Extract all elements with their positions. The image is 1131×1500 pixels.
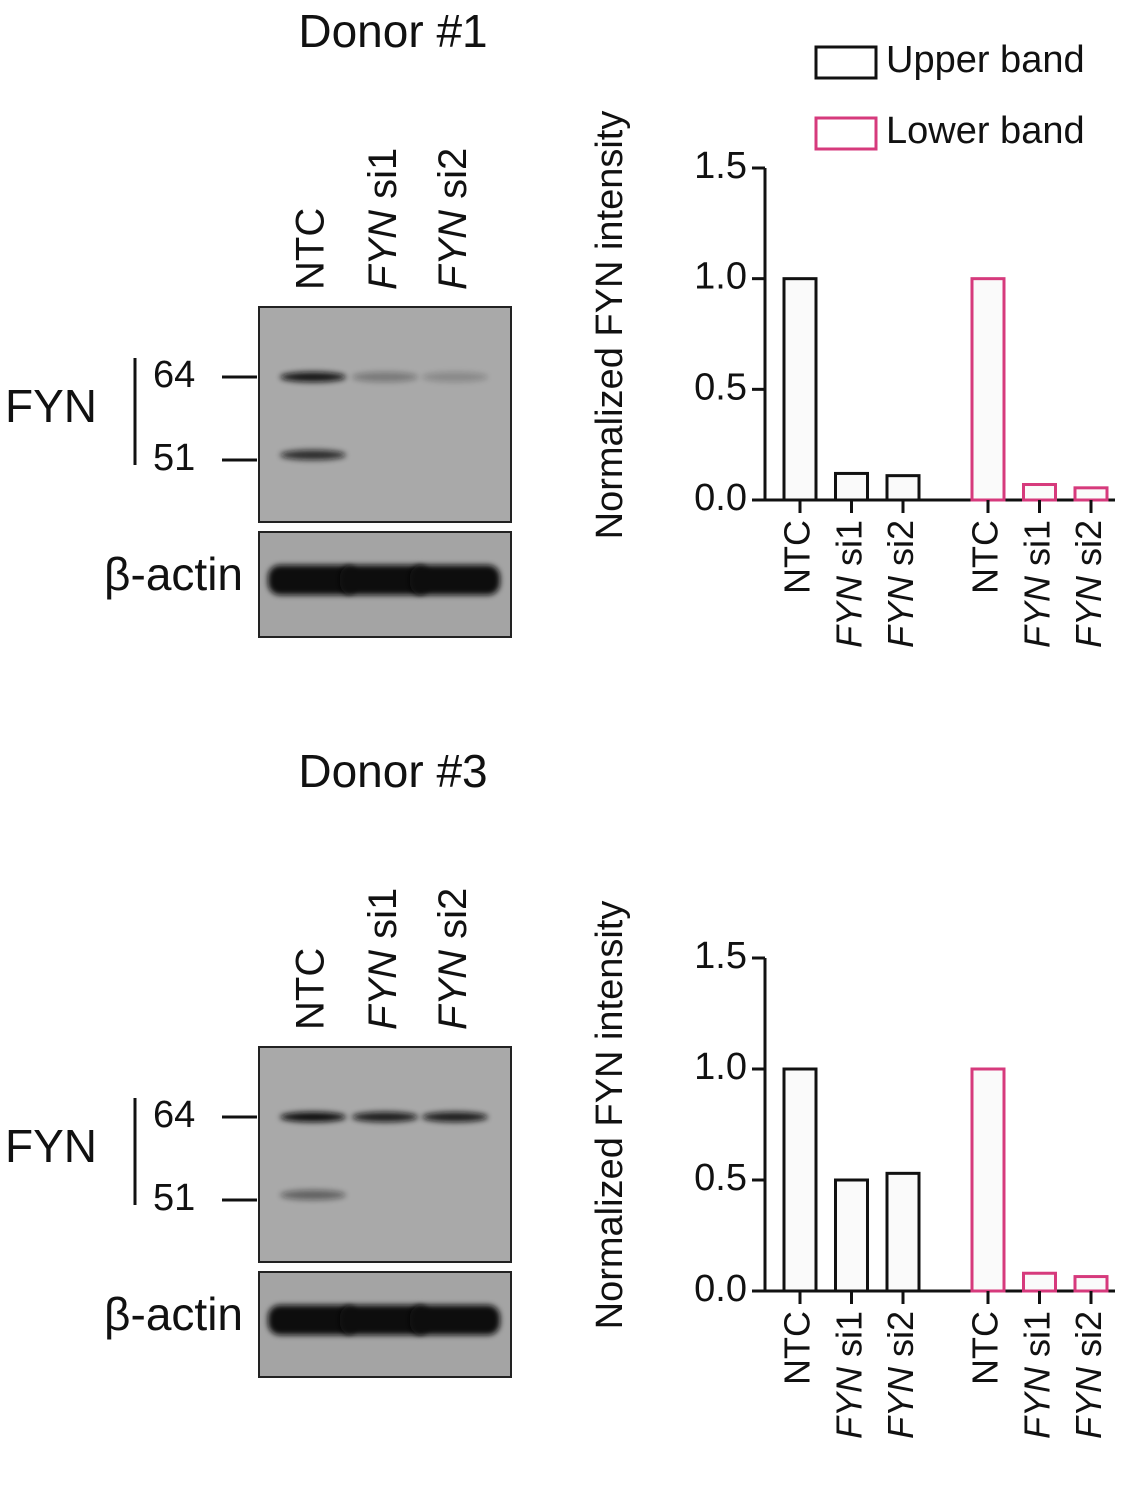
blot-panel xyxy=(258,306,512,523)
upper-band xyxy=(352,1112,418,1122)
actin-band xyxy=(410,565,500,595)
x-tick-label: FYN si2 xyxy=(1068,1311,1109,1439)
y-axis-label: Normalized FYN intensity xyxy=(589,901,631,1330)
x-tick-label: NTC xyxy=(777,520,818,594)
actin-band xyxy=(340,1305,430,1335)
marker-label: 64 xyxy=(153,354,195,396)
lane-label: FYN si2 xyxy=(431,148,475,290)
bar xyxy=(1073,1275,1109,1293)
bar xyxy=(834,1178,869,1293)
x-tick-label: FYN si1 xyxy=(1016,1311,1057,1439)
upper-band xyxy=(352,372,418,382)
y-tick-label: 0.0 xyxy=(694,477,747,519)
lower-band xyxy=(280,1190,346,1200)
protein-label: FYN xyxy=(5,1120,97,1172)
protein-label: FYN xyxy=(5,380,97,432)
blot-title: Donor #1 xyxy=(298,5,487,57)
y-tick-label: 1.0 xyxy=(694,1046,747,1088)
bar xyxy=(885,474,921,502)
y-tick-label: 1.0 xyxy=(694,256,747,298)
legend-swatch xyxy=(814,116,878,151)
x-tick-label: FYN si2 xyxy=(880,520,921,648)
marker-label: 51 xyxy=(153,1177,195,1219)
lane-label: FYN si1 xyxy=(361,888,405,1030)
bar xyxy=(782,277,818,502)
bar xyxy=(834,471,869,502)
x-tick-label: NTC xyxy=(965,520,1006,594)
legend-label: Upper band xyxy=(886,39,1085,81)
lane-label: FYN si2 xyxy=(431,888,475,1030)
loading-label: β-actin xyxy=(104,548,243,600)
marker-label: 64 xyxy=(153,1094,195,1136)
lower-band xyxy=(280,450,346,460)
blot-title: Donor #3 xyxy=(298,745,487,797)
actin-band xyxy=(268,1305,358,1335)
bar xyxy=(1073,486,1109,502)
bar xyxy=(970,277,1006,502)
x-tick-label: FYN si2 xyxy=(1068,520,1109,648)
x-tick-label: FYN si2 xyxy=(880,1311,921,1439)
legend-label: Lower band xyxy=(886,110,1085,152)
y-tick-label: 1.5 xyxy=(694,145,747,187)
lane-label: NTC xyxy=(289,948,333,1030)
y-axis-label: Normalized FYN intensity xyxy=(589,111,631,540)
lane-label: FYN si1 xyxy=(361,148,405,290)
actin-band xyxy=(268,565,358,595)
bar xyxy=(782,1067,818,1293)
blot-panel xyxy=(258,1046,512,1263)
y-tick-label: 0.5 xyxy=(694,366,747,408)
x-tick-label: FYN si1 xyxy=(1016,520,1057,648)
actin-band xyxy=(340,565,430,595)
x-tick-label: NTC xyxy=(965,1311,1006,1385)
y-tick-label: 0.5 xyxy=(694,1157,747,1199)
actin-band xyxy=(410,1305,500,1335)
bar xyxy=(1022,1271,1057,1293)
legend-swatch xyxy=(814,45,878,80)
y-tick-label: 0.0 xyxy=(694,1268,747,1310)
lane-label: NTC xyxy=(289,208,333,290)
marker-label: 51 xyxy=(153,437,195,479)
y-tick-label: 1.5 xyxy=(694,935,747,977)
upper-band xyxy=(422,372,488,382)
upper-band xyxy=(422,1112,488,1122)
bar xyxy=(970,1067,1006,1293)
loading-label: β-actin xyxy=(104,1288,243,1340)
upper-band xyxy=(280,1112,346,1122)
x-tick-label: FYN si1 xyxy=(828,520,869,648)
bar xyxy=(1022,483,1057,502)
x-tick-label: NTC xyxy=(777,1311,818,1385)
upper-band xyxy=(280,372,346,382)
x-tick-label: FYN si1 xyxy=(828,1311,869,1439)
bar xyxy=(885,1171,921,1293)
